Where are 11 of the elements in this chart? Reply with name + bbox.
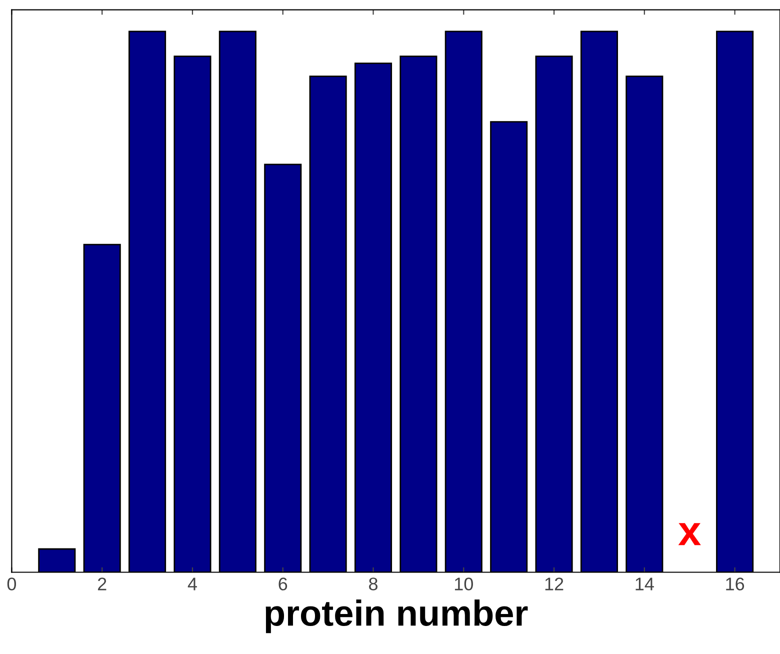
x-tick-label: 10 (454, 578, 473, 590)
x-tick-label: 0 (7, 578, 16, 590)
x-tick-label: 4 (188, 578, 197, 590)
x-tick-label: 14 (636, 578, 654, 590)
x-tick-label: 6 (278, 578, 288, 590)
x-axis-title: protein number (266, 600, 528, 634)
x-tick-label: 2 (98, 578, 106, 590)
x-tick-label: 8 (369, 578, 378, 590)
x-tick-label: 12 (545, 578, 564, 590)
x-tick-label: 16 (726, 578, 744, 590)
annotation: x (678, 523, 701, 546)
